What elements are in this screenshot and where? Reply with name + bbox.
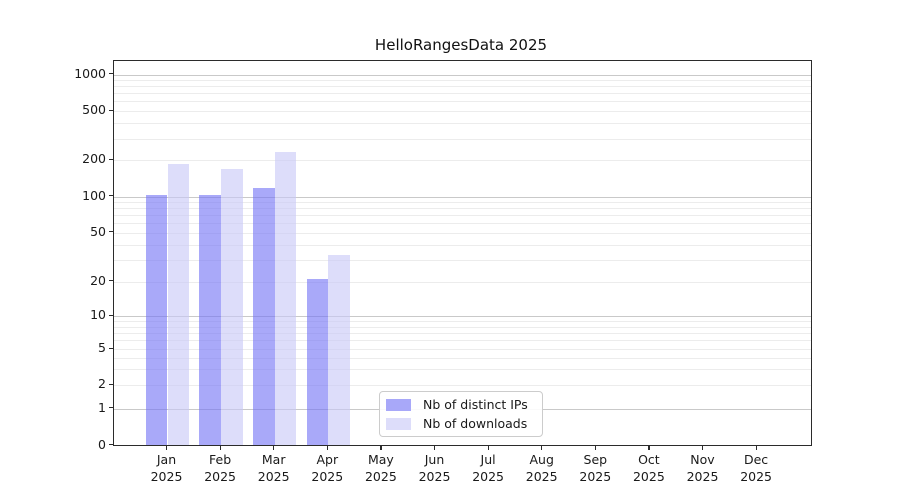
- x-tick-mark: [487, 445, 489, 450]
- y-tick-mark: [108, 383, 113, 385]
- y-tick-mark: [108, 109, 113, 111]
- x-tick-mark: [326, 445, 328, 450]
- gridline: [114, 232, 811, 234]
- gridline: [114, 196, 811, 198]
- y-tick-label: 2: [98, 376, 106, 391]
- gridline: [114, 349, 811, 350]
- gridline: [114, 86, 811, 88]
- y-tick-label: 50: [90, 223, 106, 239]
- legend-label: Nb of distinct IPs: [423, 397, 528, 412]
- x-tick-mark: [380, 445, 382, 450]
- gridline: [114, 74, 811, 76]
- gridline: [114, 316, 811, 317]
- x-tick-mark: [166, 445, 168, 450]
- gridline: [114, 208, 811, 210]
- x-tick-mark: [648, 445, 650, 450]
- y-tick-mark: [108, 347, 113, 349]
- bar-feb-distinct-ips: [199, 195, 222, 446]
- y-tick-mark: [108, 158, 113, 161]
- gridline: [114, 357, 811, 359]
- x-tick-label-sep: Sep 2025: [579, 451, 612, 484]
- gridline: [114, 138, 811, 140]
- gridline: [114, 369, 811, 371]
- y-tick-mark: [108, 231, 113, 233]
- gridline: [114, 385, 811, 386]
- gridline: [114, 244, 811, 246]
- legend-swatch-distinct-ips: [386, 398, 411, 411]
- gridline: [114, 101, 811, 103]
- gridline: [114, 160, 811, 162]
- x-tick-mark: [219, 445, 221, 450]
- x-tick-label-nov: Nov 2025: [686, 451, 719, 484]
- x-tick-mark: [755, 445, 757, 450]
- legend-swatch-downloads: [386, 417, 411, 430]
- y-tick-label: 200: [82, 151, 106, 167]
- gridline: [114, 215, 811, 217]
- gridline: [114, 332, 811, 334]
- gridline: [114, 80, 811, 82]
- bar-mar-downloads: [274, 151, 297, 446]
- x-tick-label-apr: Apr 2025: [311, 451, 344, 484]
- gridline: [114, 321, 811, 323]
- y-tick-label: 1: [98, 399, 106, 415]
- x-tick-mark: [434, 445, 436, 450]
- gridline: [114, 260, 811, 262]
- x-tick-label-dec: Dec 2025: [740, 451, 772, 484]
- y-tick-mark: [108, 444, 113, 446]
- y-tick-label: 100: [82, 187, 106, 203]
- legend-item: Nb of distinct IPs: [386, 397, 534, 412]
- gridline: [114, 223, 811, 225]
- bar-jan-downloads: [167, 163, 190, 446]
- bar-mar-distinct-ips: [252, 188, 275, 446]
- y-tick-mark: [108, 73, 113, 75]
- gridline: [114, 202, 811, 204]
- y-tick-mark: [108, 280, 113, 282]
- legend-item: Nb of downloads: [386, 416, 534, 431]
- x-tick-label-mar: Mar 2025: [257, 451, 290, 484]
- x-tick-mark: [541, 445, 543, 450]
- y-tick-mark: [108, 407, 113, 409]
- y-tick-mark: [108, 195, 113, 197]
- legend-box: Nb of distinct IPs Nb of downloads: [379, 391, 543, 437]
- y-tick-label: 5: [98, 340, 106, 355]
- bar-jan-distinct-ips: [145, 195, 168, 446]
- x-tick-label-jan: Jan 2025: [150, 451, 183, 484]
- gridline: [114, 123, 811, 125]
- gridline: [114, 93, 811, 95]
- gridline: [114, 281, 811, 283]
- y-tick-label: 1000: [74, 65, 106, 81]
- bar-feb-downloads: [221, 168, 243, 446]
- x-tick-label-oct: Oct 2025: [632, 451, 665, 484]
- y-tick-label: 20: [90, 272, 106, 288]
- chart-title: HelloRangesData 2025: [374, 36, 548, 54]
- plot-area: [113, 60, 812, 446]
- gridline: [114, 111, 811, 112]
- x-tick-mark: [273, 445, 275, 450]
- legend-label: Nb of downloads: [423, 416, 528, 431]
- x-tick-label-jul: Jul 2025: [472, 451, 504, 484]
- y-tick-label: 500: [82, 102, 106, 117]
- gridline: [114, 326, 811, 328]
- x-tick-mark: [594, 445, 596, 450]
- bar-apr-distinct-ips: [306, 279, 329, 446]
- y-tick-mark: [108, 314, 113, 316]
- y-tick-label: 0: [98, 436, 106, 452]
- bar-apr-downloads: [328, 254, 351, 446]
- x-tick-label-aug: Aug 2025: [525, 451, 558, 484]
- x-tick-label-jun: Jun 2025: [418, 451, 451, 484]
- gridline: [114, 340, 811, 342]
- y-tick-label: 10: [90, 307, 106, 322]
- x-tick-mark: [702, 445, 704, 450]
- x-tick-label-may: May 2025: [364, 451, 397, 484]
- x-tick-label-feb: Feb 2025: [204, 451, 236, 484]
